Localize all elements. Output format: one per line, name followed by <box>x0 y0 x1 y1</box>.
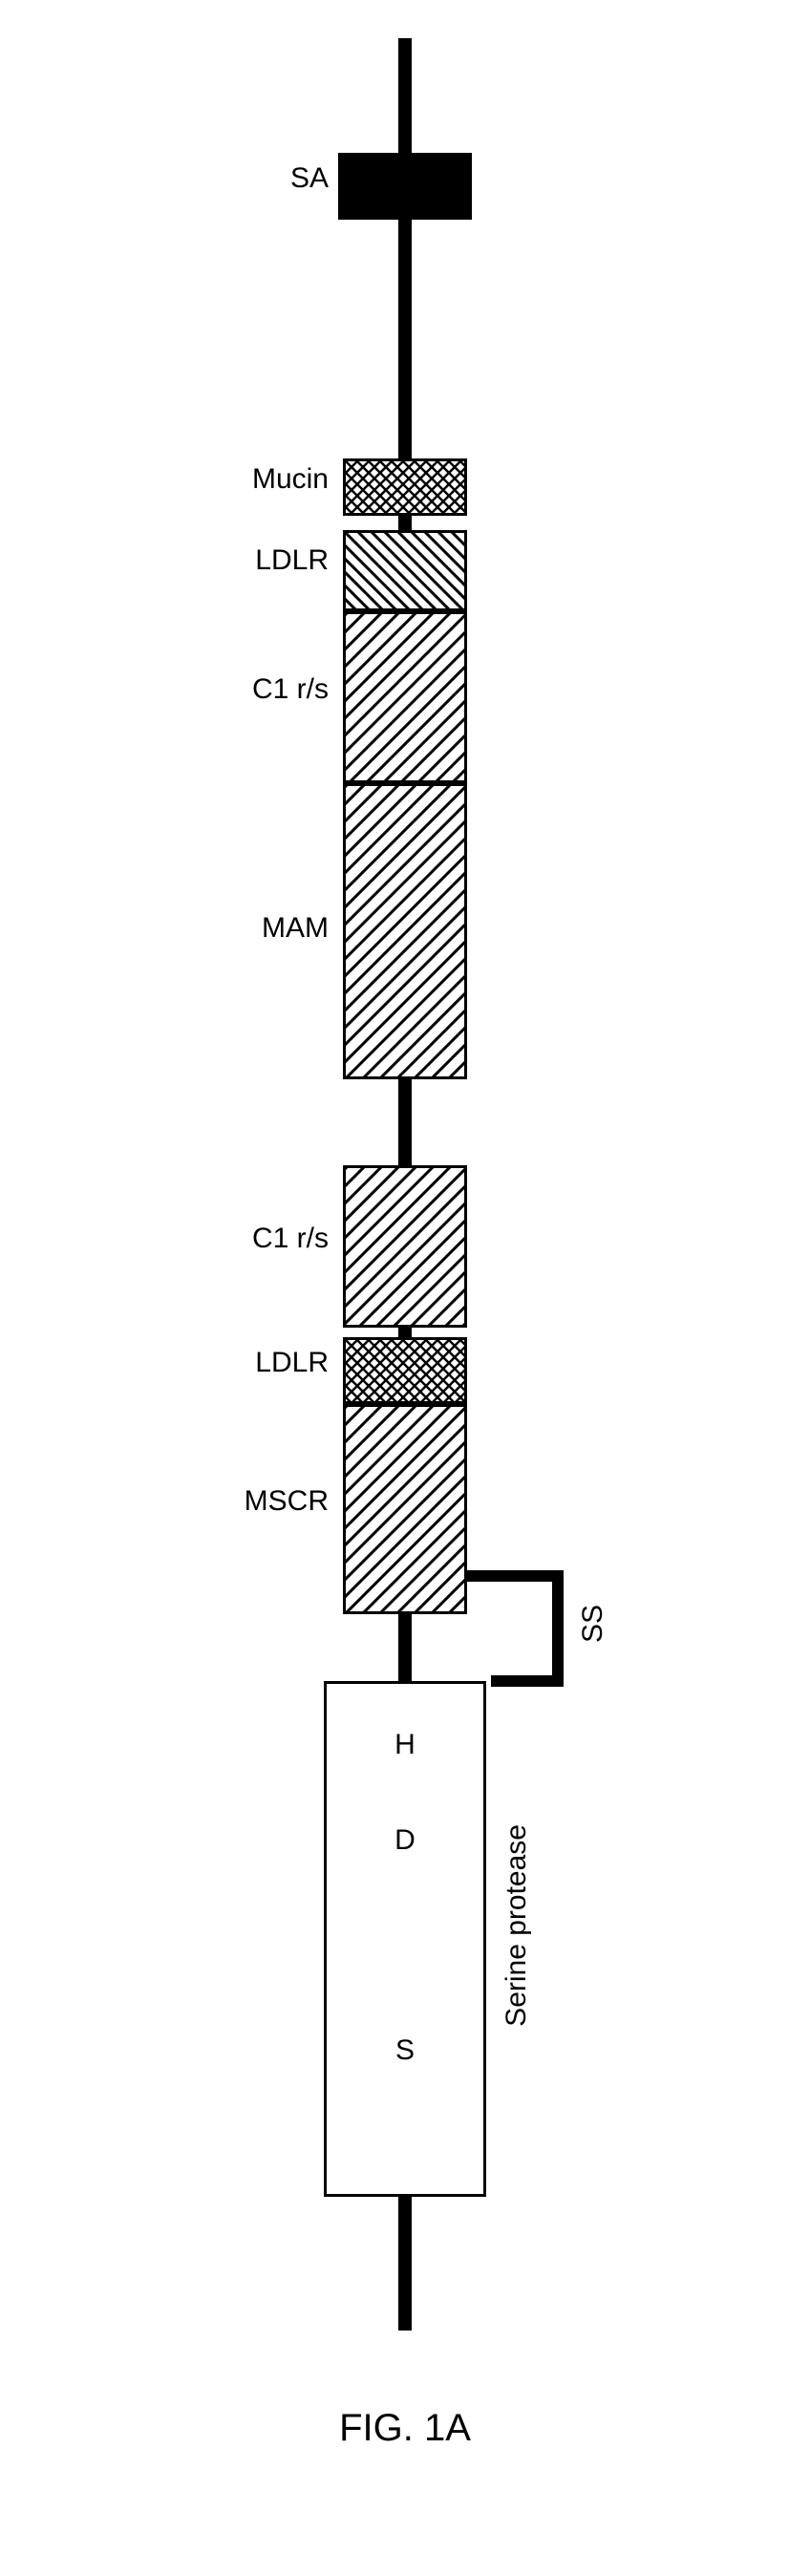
domain-ldlr1 <box>343 530 467 611</box>
ss-label: SS <box>577 1605 609 1643</box>
domain-c1rs1 <box>343 611 467 783</box>
label-mam: MAM <box>262 912 329 945</box>
label-sa: SA <box>290 162 329 195</box>
ss-bracket <box>467 1566 582 1700</box>
label-mucin: Mucin <box>252 463 329 496</box>
triad-d: D <box>394 1824 416 1857</box>
figure-container: SA Mucin LDLR C1 r/s MAM C1 r/s LDLR <box>19 38 791 2450</box>
domain-mam <box>343 783 467 1079</box>
label-mscr: MSCR <box>245 1485 329 1518</box>
figure-caption: FIG. 1A <box>19 2407 791 2450</box>
domain-ldlr2 <box>343 1337 467 1404</box>
triad-h: H <box>394 1729 416 1761</box>
label-ldlr2: LDLR <box>255 1347 329 1379</box>
domain-c1rs2 <box>343 1165 467 1328</box>
diagram-area: SA Mucin LDLR C1 r/s MAM C1 r/s LDLR <box>19 38 791 2331</box>
label-c1rs2: C1 r/s <box>252 1223 329 1255</box>
domain-sa <box>338 153 472 220</box>
label-ldlr1: LDLR <box>255 544 329 577</box>
label-serine: Serine protease <box>501 1824 533 2027</box>
triad-s: S <box>395 2034 415 2067</box>
label-c1rs1: C1 r/s <box>252 673 329 706</box>
domain-mucin <box>343 458 467 516</box>
domain-mscr <box>343 1404 467 1614</box>
